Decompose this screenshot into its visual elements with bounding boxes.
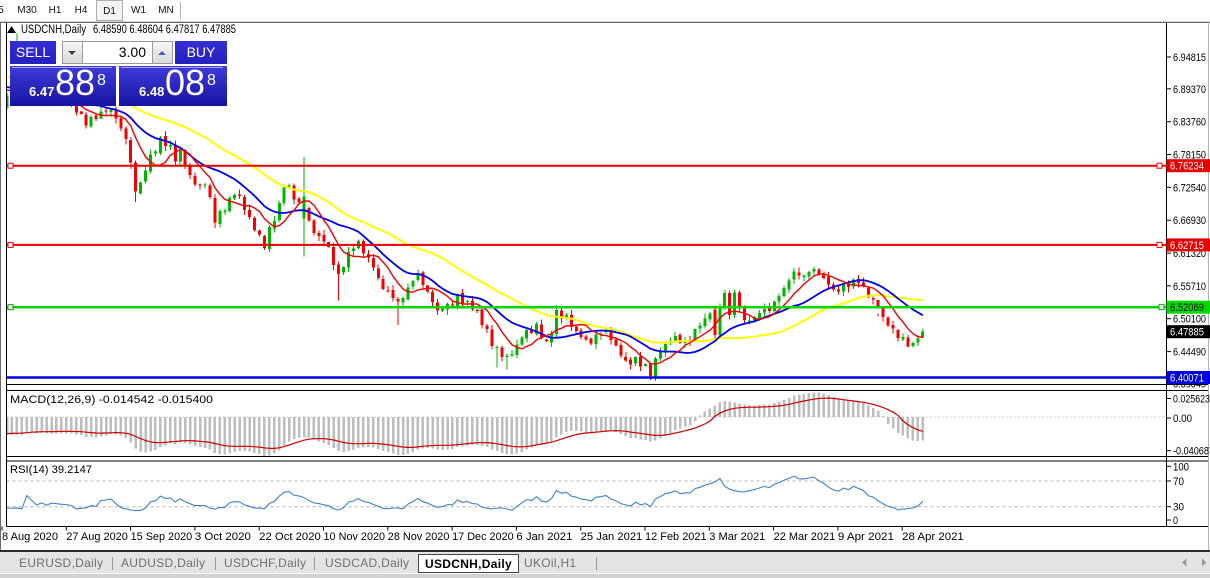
svg-text:6.72540: 6.72540 bbox=[1173, 182, 1206, 194]
svg-text:6.62715: 6.62715 bbox=[1170, 240, 1204, 252]
svg-text:6.50100: 6.50100 bbox=[1173, 314, 1206, 326]
svg-text:28 Apr 2021: 28 Apr 2021 bbox=[902, 531, 964, 543]
svg-text:6.76234: 6.76234 bbox=[1170, 161, 1204, 173]
svg-text:3 Oct 2020: 3 Oct 2020 bbox=[195, 531, 251, 543]
svg-text:17 Dec 2020: 17 Dec 2020 bbox=[452, 531, 514, 543]
svg-text:6.44490: 6.44490 bbox=[1173, 347, 1206, 359]
svg-text:28 Nov 2020: 28 Nov 2020 bbox=[388, 531, 450, 543]
svg-text:22 Oct 2020: 22 Oct 2020 bbox=[259, 531, 321, 543]
svg-text:6.94815: 6.94815 bbox=[1173, 52, 1206, 64]
svg-text:22 Mar 2021: 22 Mar 2021 bbox=[774, 531, 836, 543]
svg-text:6.48590 6.48604 6.47817 6.4788: 6.48590 6.48604 6.47817 6.47885 bbox=[93, 24, 236, 36]
svg-text:70: 70 bbox=[1173, 476, 1184, 488]
svg-text:30: 30 bbox=[1173, 502, 1184, 514]
svg-text:6 Jan 2021: 6 Jan 2021 bbox=[516, 531, 572, 543]
svg-text:6.66930: 6.66930 bbox=[1173, 215, 1206, 227]
svg-text:10 Nov 2020: 10 Nov 2020 bbox=[324, 531, 386, 543]
svg-text:6.47885: 6.47885 bbox=[1170, 327, 1204, 339]
svg-text:MACD(12,26,9) -0.014542 -0.015: MACD(12,26,9) -0.014542 -0.015400 bbox=[10, 394, 213, 406]
svg-text:6.83760: 6.83760 bbox=[1173, 117, 1206, 129]
svg-text:0.025623: 0.025623 bbox=[1173, 394, 1210, 406]
svg-text:USDCNH,Daily: USDCNH,Daily bbox=[21, 24, 86, 36]
svg-text:3 Mar 2021: 3 Mar 2021 bbox=[709, 531, 765, 543]
svg-text:27 Aug 2020: 27 Aug 2020 bbox=[66, 531, 128, 543]
svg-text:0: 0 bbox=[1173, 515, 1178, 527]
svg-text:6.89370: 6.89370 bbox=[1173, 84, 1206, 96]
svg-text:9 Apr 2021: 9 Apr 2021 bbox=[838, 531, 894, 543]
svg-text:8 Aug 2020: 8 Aug 2020 bbox=[2, 531, 58, 543]
svg-text:12 Feb 2021: 12 Feb 2021 bbox=[645, 531, 707, 543]
svg-text:-0.040687: -0.040687 bbox=[1173, 446, 1210, 458]
svg-text:RSI(14) 39.2147: RSI(14) 39.2147 bbox=[10, 464, 92, 476]
svg-text:6.52069: 6.52069 bbox=[1170, 302, 1204, 314]
svg-text:6.55710: 6.55710 bbox=[1173, 281, 1206, 293]
svg-text:15 Sep 2020: 15 Sep 2020 bbox=[131, 531, 193, 543]
svg-text:6.40071: 6.40071 bbox=[1170, 373, 1204, 385]
svg-text:100: 100 bbox=[1173, 461, 1189, 473]
svg-text:0.00: 0.00 bbox=[1173, 413, 1192, 425]
svg-text:25 Jan 2021: 25 Jan 2021 bbox=[581, 531, 643, 543]
